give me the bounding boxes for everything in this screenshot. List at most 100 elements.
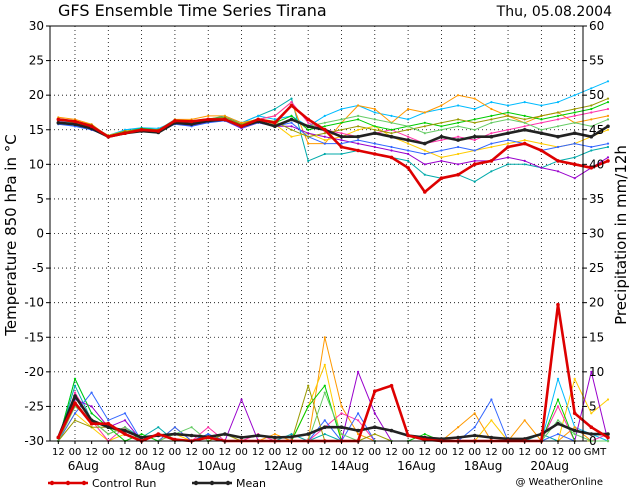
temp-point-member-5 [523, 159, 526, 162]
temp-point-member-9 [423, 132, 426, 135]
left-tick-label: -15 [24, 330, 44, 344]
temperature-series [56, 80, 610, 194]
legend-marker-control-run [81, 480, 87, 486]
precip-point-control-run [406, 433, 410, 438]
x-hour-label: 00 [102, 447, 115, 458]
temp-point-control-run [106, 134, 111, 139]
precip-point-mean [489, 435, 494, 440]
temp-point-mean [606, 124, 610, 129]
temp-point-member-4 [490, 132, 493, 135]
precip-point-member-6 [140, 433, 143, 436]
temp-point-member-2 [606, 114, 610, 117]
precip-point-member-9 [107, 433, 110, 436]
temp-point-member-7 [606, 142, 610, 145]
precip-point-mean [256, 433, 261, 438]
temp-point-member-6 [440, 125, 443, 128]
precip-point-control-run [589, 425, 594, 430]
temp-point-member-5 [390, 149, 393, 152]
precip-point-member-9 [573, 433, 576, 436]
x-hour-label: 00 [335, 447, 348, 458]
precip-point-mean [373, 425, 377, 430]
temp-point-member-6 [307, 128, 310, 131]
precip-point-member-8 [373, 433, 376, 436]
precip-point-member-9 [590, 439, 593, 443]
temp-point-member-2 [440, 104, 443, 107]
temp-point-control-run [206, 117, 210, 122]
temp-point-member-4 [340, 132, 343, 135]
temp-point-mean [522, 128, 527, 132]
precip-point-member-0 [73, 384, 77, 387]
temp-point-member-3 [490, 145, 493, 149]
temp-point-member-7 [490, 142, 493, 145]
temp-point-mean [572, 131, 577, 135]
x-date-label: 14Aug [330, 459, 369, 473]
precip-point-mean [589, 432, 594, 436]
precip-point-member-2 [323, 336, 326, 339]
left-tick-label: 30 [29, 19, 44, 33]
precip-point-control-run [73, 401, 77, 405]
temp-point-member-1 [606, 80, 610, 83]
temp-point-member-9 [573, 121, 576, 124]
temp-point-control-run [423, 190, 427, 194]
legend-marker-mean [209, 480, 215, 486]
right-axis-ticks: 0 5 10 15 20 25 30 35 40 45 50 55 60 [583, 19, 604, 448]
temp-point-member-8 [340, 128, 343, 131]
temp-point-member-4 [523, 125, 526, 128]
temp-point-control-run [239, 124, 244, 129]
precip-point-member-2 [457, 426, 460, 429]
precip-point-mean [456, 435, 460, 440]
left-tick-label: -25 [24, 399, 44, 413]
temp-point-member-4 [606, 107, 610, 111]
temp-point-member-5 [540, 166, 543, 169]
left-tick-label: 25 [29, 54, 44, 68]
precip-point-member-8 [73, 419, 77, 422]
temp-point-control-run [589, 166, 594, 170]
precip-point-control-run [373, 389, 377, 394]
x-date-label: 6Aug [68, 459, 99, 473]
x-hour-label: 12 [185, 447, 198, 458]
precip-point-member-8 [90, 426, 93, 429]
x-hour-label: 00 [235, 447, 248, 458]
temp-point-member-6 [506, 111, 510, 114]
precip-point-control-run [556, 302, 560, 307]
temp-point-member-5 [307, 132, 310, 135]
temp-point-member-1 [523, 101, 526, 104]
precip-point-member-7 [473, 426, 476, 429]
temp-point-member-7 [590, 145, 593, 149]
temp-point-member-4 [556, 118, 560, 121]
x-date-label: 20Aug [530, 459, 569, 473]
precip-point-member-6 [307, 405, 310, 408]
temp-point-member-5 [407, 152, 410, 156]
temp-point-member-3 [290, 135, 293, 138]
temp-point-member-4 [407, 135, 410, 138]
temp-point-member-6 [457, 121, 460, 124]
precip-point-mean [189, 433, 194, 438]
temp-point-member-1 [407, 118, 410, 121]
precip-point-mean [306, 432, 311, 436]
x-hour-label: 12 [285, 447, 298, 458]
temp-point-member-0 [523, 163, 526, 166]
temp-point-member-3 [523, 139, 526, 142]
precip-point-mean [289, 435, 294, 439]
temp-point-member-4 [440, 139, 443, 142]
temp-point-member-4 [540, 121, 543, 124]
temp-point-member-6 [340, 121, 343, 124]
temp-point-member-8 [357, 125, 360, 128]
temp-point-control-run [156, 129, 161, 133]
precip-point-control-run [156, 432, 161, 436]
temp-point-member-8 [506, 114, 510, 117]
precip-point-member-9 [123, 426, 127, 429]
temp-line-control-run [58, 104, 609, 194]
x-hour-label: 12 [318, 447, 331, 458]
x-date-label: 10Aug [197, 459, 236, 473]
left-axis-label: Temperature 850 hPa in °C [2, 134, 20, 336]
temp-point-control-run [306, 117, 311, 122]
temp-point-control-run [389, 155, 394, 160]
temp-point-member-5 [357, 142, 360, 145]
temp-point-member-1 [573, 94, 576, 97]
x-hour-label: 12 [52, 447, 65, 458]
precip-point-member-9 [323, 391, 326, 394]
precip-point-control-run [206, 435, 210, 440]
temp-point-member-5 [573, 177, 576, 180]
